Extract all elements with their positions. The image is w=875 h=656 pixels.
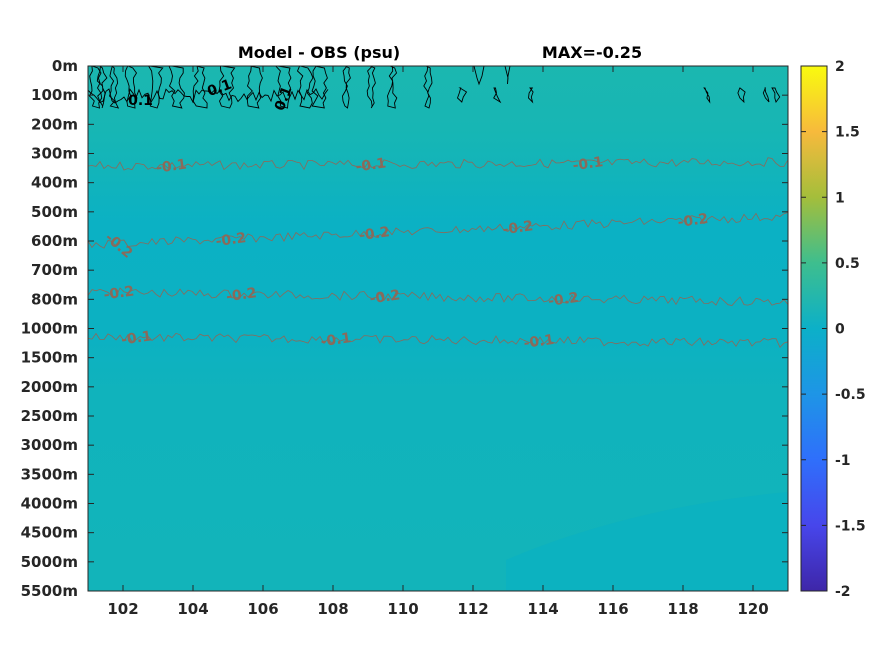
colorbar-tick-label: 2 xyxy=(835,59,845,75)
contour-label: -0.1 xyxy=(572,154,605,174)
contour-label: -0.2 xyxy=(103,283,136,303)
x-tick-label: 112 xyxy=(457,600,488,618)
contour-label: -0.1 xyxy=(355,155,388,175)
y-tick-label: 700m xyxy=(31,261,78,279)
contour-positive xyxy=(275,66,292,109)
contour-positive xyxy=(528,87,534,104)
colorbar-tick-label: -1 xyxy=(835,453,851,469)
contour-label: -0.2 xyxy=(225,285,258,305)
contour-label: -0.1 xyxy=(120,328,153,348)
contour-positive xyxy=(148,66,164,109)
contour-positive-line xyxy=(88,88,329,104)
colorbar-tick-label: -2 xyxy=(835,584,851,600)
contour-line xyxy=(88,212,788,249)
contour-positive xyxy=(366,66,376,109)
x-tick-label: 118 xyxy=(667,600,698,618)
contour-positive xyxy=(762,87,770,103)
x-tick-label: 108 xyxy=(317,600,348,618)
contour-label: -0.1 xyxy=(155,157,188,177)
contour-positive xyxy=(456,87,468,103)
contour-label: 0.1 xyxy=(272,84,296,113)
contour-positive xyxy=(192,66,208,109)
y-axis: 0m 100m 200m 300m 400m 500m 600m 700m 800m 1000m 1… xyxy=(21,57,788,600)
contour-line xyxy=(88,157,788,171)
contour-positive xyxy=(88,66,103,109)
chart-title: Model - OBS (psu) xyxy=(238,43,400,62)
contour-positive xyxy=(218,66,236,109)
contour-positive xyxy=(342,66,351,109)
y-tick-label: 2500m xyxy=(21,407,78,425)
contour-label: -0.1 xyxy=(320,330,353,350)
y-tick-label: 3500m xyxy=(21,465,78,483)
contour-positive xyxy=(124,66,138,109)
colorbar: 2 1.5 1 0.5 0 -0.5 -1 -1.5 -2 xyxy=(800,59,866,600)
x-tick-label: 116 xyxy=(597,600,628,618)
y-tick-label: 4500m xyxy=(21,524,78,542)
y-tick-label: 500m xyxy=(31,203,78,221)
contour-label: -0.2 xyxy=(369,287,402,307)
colorbar-ticks: 2 1.5 1 0.5 0 -0.5 -1 -1.5 -2 xyxy=(801,59,866,600)
x-tick-label: 114 xyxy=(527,600,558,618)
contour-label: -0.1 xyxy=(523,332,556,352)
contour-positive xyxy=(703,87,711,104)
y-tick-label: 1000m xyxy=(21,320,78,338)
contour-positive xyxy=(246,66,263,109)
contour-labels: 0.1 0.1 0.1 -0.1 -0.1 -0.1 -0.2 -0.2 -0.2 -0.2 -0.… xyxy=(102,76,710,351)
chart-subtitle: MAX=-0.25 xyxy=(542,43,642,62)
contour-positive xyxy=(423,66,433,109)
contour-positive xyxy=(168,66,185,109)
y-tick-label: 4000m xyxy=(21,495,78,513)
x-tick-label: 102 xyxy=(107,600,138,618)
contour-positive xyxy=(96,66,108,109)
contour-label: 0.1 xyxy=(205,76,234,100)
colorbar-tick-label: 1.5 xyxy=(835,125,860,141)
y-tick-label: 200m xyxy=(31,115,78,133)
contour-positive xyxy=(771,87,781,103)
contour-positive xyxy=(296,66,314,109)
contour-positive xyxy=(504,66,511,85)
contour-label: 0.1 xyxy=(128,93,153,109)
x-tick-label: 120 xyxy=(737,600,768,618)
y-tick-label: 400m xyxy=(31,174,78,192)
x-tick-label: 106 xyxy=(247,600,278,618)
contour-positive xyxy=(493,87,502,104)
y-tick-label: 3000m xyxy=(21,436,78,454)
contour-positive xyxy=(311,66,328,109)
colorbar-tick-label: 0.5 xyxy=(835,256,860,272)
contour-label: -0.2 xyxy=(502,218,535,238)
deep-patch xyxy=(506,492,788,591)
contour-line xyxy=(88,287,788,306)
y-tick-label: 100m xyxy=(31,86,78,104)
y-tick-label: 300m xyxy=(31,145,78,163)
contour-label: -0.2 xyxy=(547,290,580,310)
y-tick-label: 800m xyxy=(31,290,78,308)
contour-line xyxy=(88,332,788,349)
field-background xyxy=(88,66,788,591)
x-tick-label: 110 xyxy=(387,600,418,618)
contour-label: -0.2 xyxy=(215,230,248,250)
y-tick-label: 2000m xyxy=(21,378,78,396)
colorbar-tick-label: 1 xyxy=(835,190,845,206)
y-tick-label: 0m xyxy=(52,57,78,75)
y-tick-label: 5500m xyxy=(21,582,78,600)
x-tick-label: 104 xyxy=(177,600,208,618)
contour-label: -0.2 xyxy=(358,224,391,244)
contour-positive xyxy=(387,66,398,109)
contour-lines xyxy=(88,66,788,349)
y-tick-label: 5000m xyxy=(21,553,78,571)
colorbar-tick-label: -1.5 xyxy=(835,518,866,534)
contour-positive xyxy=(108,66,120,109)
contour-positive xyxy=(737,87,746,104)
plot-area: 0.1 0.1 0.1 -0.1 -0.1 -0.1 -0.2 -0.2 -0.2 -0.2 -0.… xyxy=(88,66,788,591)
contour-positive xyxy=(473,66,485,86)
contour-label: -0.2 xyxy=(677,211,710,231)
y-tick-label: 600m xyxy=(31,232,78,250)
y-tick-label: 1500m xyxy=(21,349,78,367)
colorbar-tick-label: 0 xyxy=(835,322,845,338)
colorbar-tick-label: -0.5 xyxy=(835,387,866,403)
x-axis: 102 104 106 108 110 112 114 116 118 120 xyxy=(107,66,769,618)
